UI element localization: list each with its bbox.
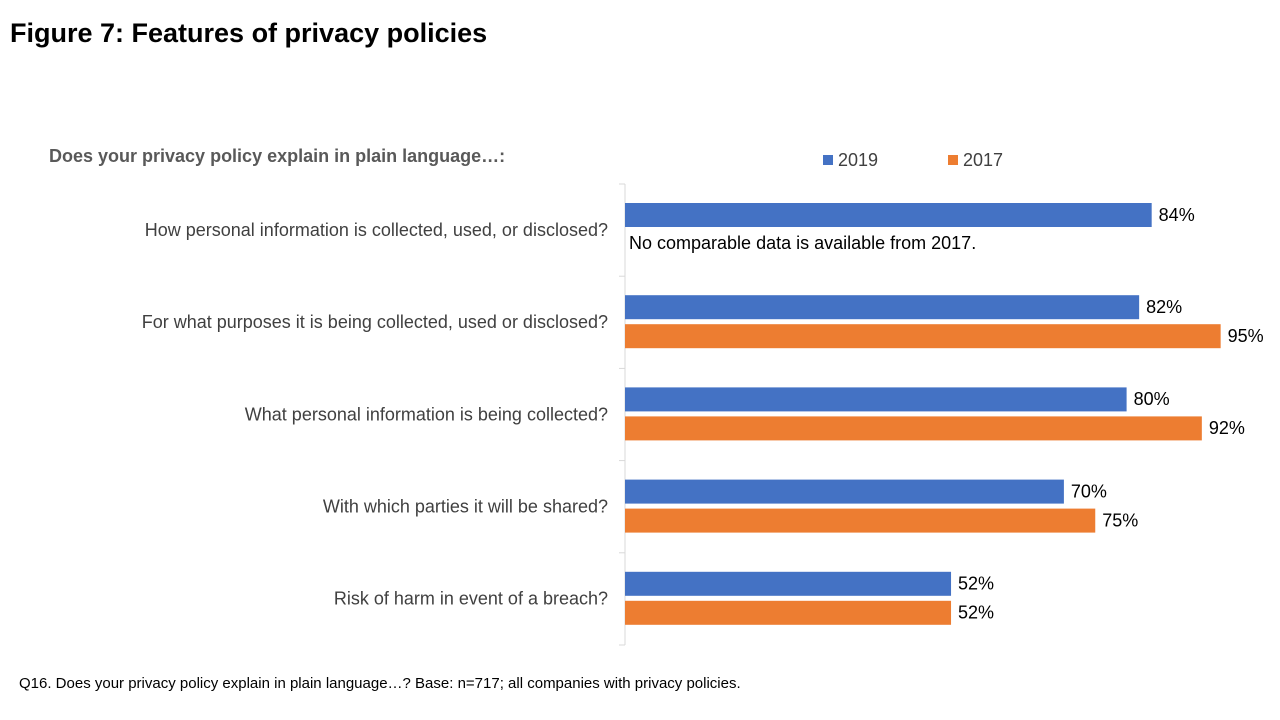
bar-2019 — [625, 203, 1152, 227]
category-label: With which parties it will be shared? — [323, 496, 608, 516]
data-label: 92% — [1209, 418, 1245, 438]
figure-title: Figure 7: Features of privacy policies — [10, 18, 488, 48]
data-label: 70% — [1071, 481, 1107, 501]
bar-2017 — [625, 508, 1096, 533]
data-label: 75% — [1102, 510, 1138, 530]
legend: 2019 2017 — [823, 150, 1003, 170]
axis-ticks — [619, 183, 625, 646]
bar-2019 — [625, 479, 1064, 504]
annotation: No comparable data is available from 201… — [629, 233, 976, 253]
data-label: 84% — [1159, 205, 1195, 225]
category-label: Risk of harm in event of a breach? — [334, 589, 608, 609]
bar-2019 — [625, 387, 1127, 412]
legend-swatch — [823, 155, 833, 165]
data-label: 95% — [1228, 326, 1264, 346]
value-labels: 84% 82% 80% 70% 52% 95% 92% 75% 52% — [958, 205, 1264, 623]
annotations: No comparable data is available from 201… — [629, 233, 976, 253]
bar-2017 — [625, 324, 1221, 349]
footnote: Q16. Does your privacy policy explain in… — [19, 675, 741, 692]
legend-label: 2019 — [838, 150, 878, 170]
legend-label: 2017 — [963, 150, 1003, 170]
data-label: 80% — [1134, 389, 1170, 409]
data-label: 82% — [1146, 297, 1182, 317]
bar-2017 — [625, 416, 1202, 441]
category-labels: How personal information is collected, u… — [142, 220, 608, 609]
category-label: How personal information is collected, u… — [145, 220, 608, 240]
bar-2017 — [625, 600, 952, 625]
bars — [625, 203, 1221, 625]
data-label: 52% — [958, 603, 994, 623]
category-label: For what purposes it is being collected,… — [142, 312, 608, 332]
data-label: 52% — [958, 574, 994, 594]
legend-swatch — [948, 155, 958, 165]
bar-2019 — [625, 295, 1140, 320]
bar-2019 — [625, 571, 952, 596]
category-label: What personal information is being colle… — [245, 404, 608, 424]
chart-subtitle: Does your privacy policy explain in plai… — [49, 146, 505, 166]
